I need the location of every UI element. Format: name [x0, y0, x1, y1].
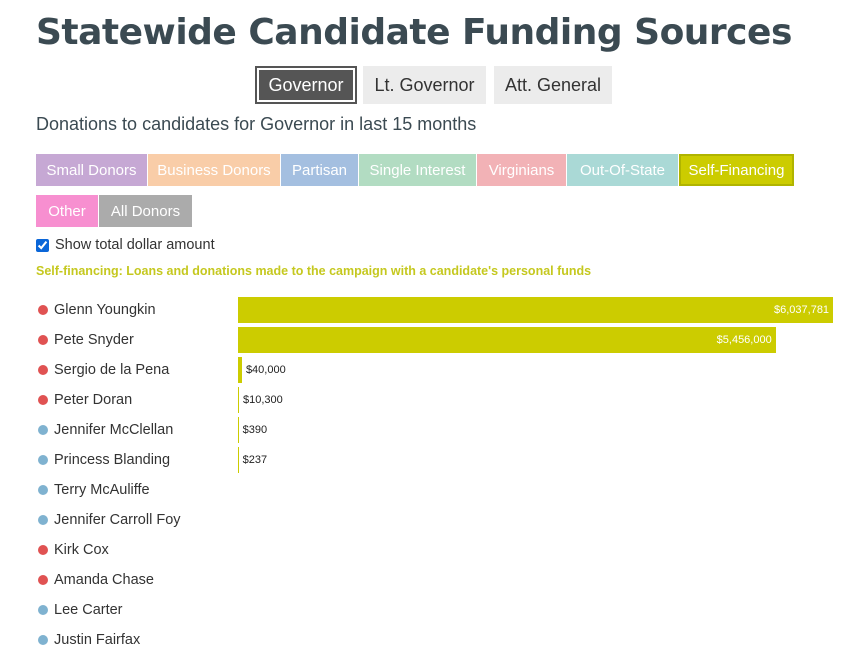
bar-value-label: $5,456,000 — [716, 334, 772, 346]
category-out-of-state-button[interactable]: Out-Of-State — [567, 154, 678, 186]
category-business-donors-button[interactable]: Business Donors — [148, 154, 280, 186]
candidate-row: Lee Carter — [38, 600, 123, 620]
candidate-name: Jennifer Carroll Foy — [54, 512, 181, 528]
bar[interactable] — [238, 297, 833, 323]
candidate-name: Terry McAuliffe — [54, 482, 150, 498]
candidate-name: Glenn Youngkin — [54, 302, 156, 318]
bar[interactable] — [238, 417, 239, 443]
candidate-name: Amanda Chase — [54, 572, 154, 588]
category-self-financing-button[interactable]: Self-Financing — [679, 154, 794, 186]
bar-value-label: $10,300 — [243, 394, 283, 406]
show-total-toggle[interactable]: Show total dollar amount — [36, 236, 215, 254]
candidate-row: Jennifer McClellan — [38, 420, 173, 440]
party-dot — [38, 335, 48, 345]
party-dot — [38, 605, 48, 615]
bar-value-label: $390 — [242, 424, 268, 436]
category-single-interest-button[interactable]: Single Interest — [359, 154, 476, 186]
candidate-name: Sergio de la Pena — [54, 362, 170, 378]
show-total-label: Show total dollar amount — [55, 237, 215, 253]
show-total-checkbox[interactable] — [36, 238, 49, 252]
bar[interactable] — [238, 447, 239, 473]
party-dot — [38, 365, 48, 375]
candidate-row: Terry McAuliffe — [38, 480, 150, 500]
party-dot — [38, 425, 48, 435]
candidate-row: Sergio de la Pena — [38, 360, 169, 380]
party-dot — [38, 635, 48, 645]
candidate-name: Pete Snyder — [54, 332, 134, 348]
candidate-row: Justin Fairfax — [38, 630, 140, 650]
candidate-name: Kirk Cox — [54, 542, 109, 558]
candidate-name: Jennifer McClellan — [54, 422, 174, 438]
party-dot — [38, 485, 48, 495]
bar-value-label: $237 — [242, 454, 268, 466]
party-dot — [38, 575, 48, 585]
party-dot — [38, 455, 48, 465]
bar[interactable] — [238, 327, 776, 353]
category-small-donors-button[interactable]: Small Donors — [36, 154, 147, 186]
candidate-row: Glenn Youngkin — [38, 300, 156, 320]
candidate-row: Kirk Cox — [38, 540, 109, 560]
tab-governor[interactable]: Governor — [255, 66, 357, 104]
category-all-donors-button[interactable]: All Donors — [99, 195, 192, 227]
candidate-row: Amanda Chase — [38, 570, 154, 590]
candidate-row: Princess Blanding — [38, 450, 170, 470]
page-title: Statewide Candidate Funding Sources — [36, 12, 792, 53]
chart-subtitle: Donations to candidates for Governor in … — [36, 114, 477, 134]
candidate-row: Pete Snyder — [38, 330, 134, 350]
candidate-name: Peter Doran — [54, 392, 133, 408]
candidate-row: Jennifer Carroll Foy — [38, 510, 181, 530]
category-partisan-button[interactable]: Partisan — [281, 154, 358, 186]
party-dot — [38, 305, 48, 315]
party-dot — [38, 515, 48, 525]
tab-att-general[interactable]: Att. General — [494, 66, 612, 104]
candidate-name: Princess Blanding — [54, 452, 171, 468]
category-other-button[interactable]: Other — [36, 195, 98, 227]
category-description: Self-financing: Loans and donations made… — [36, 264, 592, 278]
bar-value-label: $6,037,781 — [774, 304, 830, 316]
bar[interactable] — [238, 357, 242, 383]
bar[interactable] — [238, 387, 239, 413]
party-dot — [38, 395, 48, 405]
candidate-name: Justin Fairfax — [54, 632, 141, 648]
category-virginians-button[interactable]: Virginians — [477, 154, 566, 186]
tab-lt-governor[interactable]: Lt. Governor — [363, 66, 486, 104]
party-dot — [38, 545, 48, 555]
candidate-name: Lee Carter — [54, 602, 123, 618]
bar-value-label: $40,000 — [245, 364, 286, 376]
candidate-row: Peter Doran — [38, 390, 132, 410]
